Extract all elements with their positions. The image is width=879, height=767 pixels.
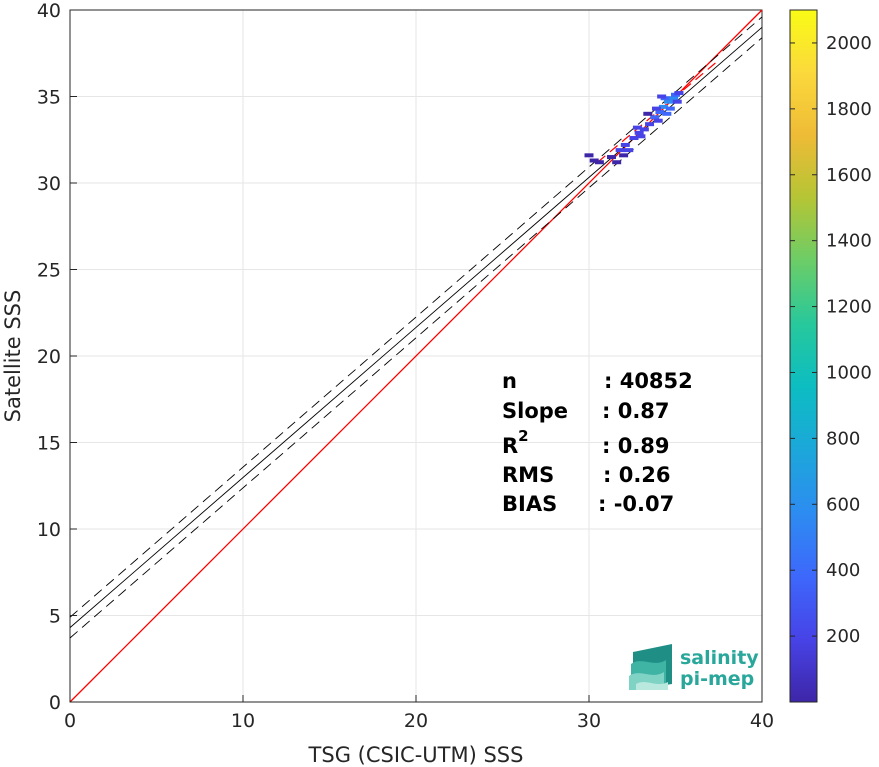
stat-label: Slope (502, 399, 568, 423)
logo-line1: salinity (680, 647, 759, 669)
stat-value: : 0.87 (602, 399, 670, 423)
stat-label: RMS (502, 463, 554, 487)
x-tick-label: 30 (577, 710, 601, 732)
colorbar-tick-label: 1000 (826, 362, 872, 383)
density-points (584, 91, 684, 165)
density-point (669, 96, 679, 101)
x-axis-label: TSG (CSIC-UTM) SSS (308, 743, 524, 767)
density-point (645, 122, 655, 127)
x-tick-label: 40 (750, 710, 774, 732)
colorbar-tick-label: 200 (826, 626, 860, 647)
density-point (634, 130, 644, 135)
colorbar-tick-label: 600 (826, 494, 860, 515)
density-point (632, 125, 642, 130)
stat-value: : 40852 (604, 369, 693, 393)
density-point (584, 153, 594, 158)
density-point (594, 160, 604, 165)
stat-value: : -0.07 (598, 492, 674, 516)
stat-value: : 0.26 (603, 463, 671, 487)
y-tick-label: 0 (49, 692, 61, 714)
x-tick-label: 10 (231, 710, 255, 732)
wave-logo-icon (629, 644, 672, 690)
density-point (657, 94, 667, 99)
y-tick-label: 10 (37, 519, 61, 541)
y-tick-label: 35 (37, 87, 61, 109)
x-tick-label: 0 (64, 710, 76, 732)
stat-label: n (502, 369, 517, 393)
stat-value: : 0.89 (602, 434, 670, 458)
logo-line2: pi-mep (680, 668, 754, 690)
colorbar-tick-label: 2000 (826, 33, 872, 54)
density-point (674, 91, 684, 96)
colorbar-ticks: 200 400 600 800 1000 1200 1400 1600 1800 2000 (790, 33, 872, 647)
x-axis-ticks: 0 10 20 30 40 (64, 695, 774, 732)
x-tick-label: 20 (404, 710, 428, 732)
colorbar-tick-label: 1200 (826, 297, 872, 318)
colorbar-tick-label: 400 (826, 560, 860, 581)
y-tick-label: 40 (37, 0, 61, 22)
colorbar-bar (789, 9, 818, 703)
y-tick-label: 25 (37, 260, 61, 282)
colorbar-tick-label: 1600 (826, 165, 872, 186)
density-point (619, 153, 629, 158)
fit-bound-line (69, 37, 763, 639)
y-axis-ticks: 0 5 10 15 20 25 30 35 40 (37, 0, 77, 714)
density-point (606, 155, 616, 160)
salinity-pi-mep-logo: salinity pi-mep (629, 644, 759, 690)
density-point (639, 127, 649, 132)
density-point (650, 115, 660, 120)
colorbar-tick-label: 800 (826, 428, 860, 449)
density-point (662, 111, 672, 116)
y-tick-label: 30 (37, 173, 61, 195)
y-axis-label: Satellite SSS (1, 290, 25, 423)
y-tick-label: 20 (37, 346, 61, 368)
stat-label: R2 (502, 427, 529, 458)
density-point (615, 148, 625, 153)
y-tick-label: 5 (49, 606, 61, 628)
density-point (624, 148, 634, 153)
density-point (589, 158, 599, 163)
density-point (620, 142, 630, 147)
density-point (664, 99, 674, 104)
density-point (636, 134, 646, 139)
density-point (629, 136, 639, 141)
density-point (665, 106, 675, 111)
y-tick-label: 15 (37, 433, 61, 455)
density-point (651, 106, 661, 111)
stats-box: n : 40852 Slope : 0.87 R2 : 0.89 RMS : 0.26 BIAS… (502, 369, 693, 516)
density-point (643, 111, 653, 116)
fit-bound-line (69, 16, 763, 618)
colorbar: 200 400 600 800 1000 1200 1400 1600 1800 2000 (789, 9, 872, 703)
colorbar-tick-label: 1400 (826, 231, 872, 252)
red-dashed-line (597, 59, 720, 163)
density-point (672, 99, 682, 104)
density-point (612, 160, 622, 165)
stat-label-superscript: 2 (518, 427, 528, 445)
colorbar-tick-label: 1800 (826, 99, 872, 120)
stat-label: BIAS (502, 492, 557, 516)
density-point (655, 110, 665, 115)
density-point (658, 104, 668, 109)
fit-line (69, 26, 763, 628)
density-point (653, 118, 663, 123)
